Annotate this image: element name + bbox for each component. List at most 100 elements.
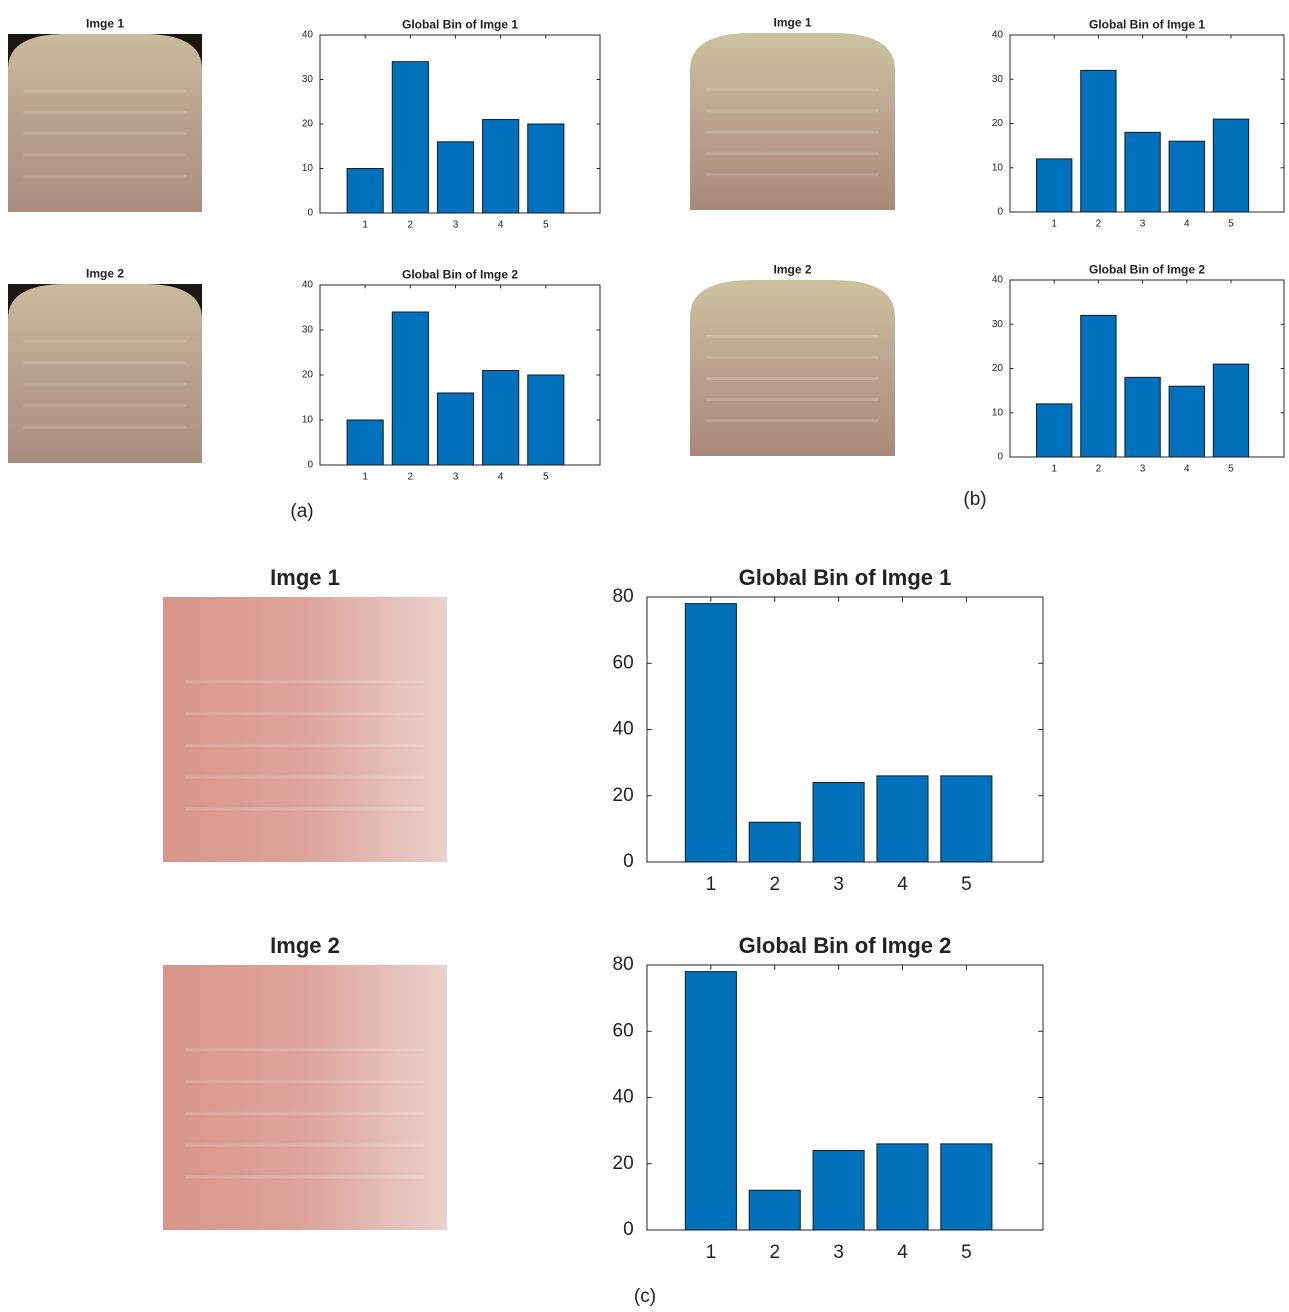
nail-image — [163, 597, 447, 862]
y-tick-label: 80 — [613, 954, 634, 975]
y-tick-label: 0 — [997, 452, 1003, 463]
bar — [347, 169, 383, 214]
y-tick-label: 40 — [613, 719, 634, 740]
bar — [685, 604, 736, 862]
chart-title: Global Bin of Imge 2 — [1089, 263, 1205, 277]
image-title: Imge 2 — [773, 263, 811, 277]
bar — [1213, 364, 1248, 457]
panel-label: (a) — [290, 501, 313, 522]
bar — [528, 124, 564, 213]
x-tick-label: 2 — [769, 1242, 780, 1263]
y-tick-label: 0 — [307, 208, 313, 219]
y-tick-label: 40 — [992, 275, 1004, 286]
y-tick-label: 30 — [302, 74, 314, 85]
figure: (a)(b)(c)Imge 1Global Bin of Imge 101020… — [0, 0, 1289, 1312]
bar — [437, 393, 473, 465]
x-tick-label: 2 — [1096, 219, 1102, 230]
x-tick-label: 5 — [1228, 219, 1234, 230]
nail-image — [690, 33, 895, 210]
x-tick-label: 1 — [362, 220, 368, 231]
x-tick-label: 5 — [1228, 464, 1234, 475]
bar — [483, 371, 519, 466]
bar — [813, 1151, 864, 1231]
y-tick-label: 20 — [992, 363, 1004, 374]
bar — [1037, 404, 1072, 457]
x-tick-label: 5 — [543, 220, 549, 231]
x-tick-label: 3 — [833, 874, 844, 895]
chart-title: Global Bin of Imge 1 — [1089, 18, 1205, 32]
x-tick-label: 2 — [1096, 464, 1102, 475]
y-tick-label: 0 — [623, 851, 634, 872]
y-tick-label: 40 — [302, 280, 314, 291]
x-tick-label: 5 — [543, 472, 549, 483]
bar — [685, 972, 736, 1230]
chart-title: Global Bin of Imge 1 — [402, 18, 518, 32]
y-tick-label: 20 — [613, 785, 634, 806]
image-title: Imge 1 — [270, 565, 340, 590]
x-tick-label: 3 — [1140, 219, 1146, 230]
bar — [437, 142, 473, 213]
page: (a)(b)(c)Imge 1Global Bin of Imge 101020… — [0, 0, 1289, 1312]
chart-title: Global Bin of Imge 1 — [739, 565, 952, 590]
bar — [392, 62, 428, 213]
x-tick-label: 4 — [897, 1242, 908, 1263]
y-tick-label: 40 — [302, 30, 314, 41]
image-title: Imge 2 — [86, 267, 124, 281]
x-tick-label: 5 — [961, 1242, 972, 1263]
x-tick-label: 1 — [1051, 219, 1057, 230]
y-tick-label: 60 — [613, 1020, 634, 1041]
nail-image — [163, 965, 447, 1230]
x-tick-label: 1 — [706, 874, 717, 895]
y-tick-label: 30 — [992, 74, 1004, 85]
y-tick-label: 20 — [613, 1153, 634, 1174]
bar — [1169, 141, 1204, 212]
bar — [941, 1144, 992, 1230]
nail-image — [690, 280, 895, 456]
image-title: Imge 1 — [86, 17, 124, 31]
x-tick-label: 2 — [769, 874, 780, 895]
y-tick-label: 40 — [992, 30, 1004, 41]
x-tick-label: 3 — [453, 220, 459, 231]
x-tick-label: 4 — [1184, 464, 1190, 475]
bar — [528, 375, 564, 465]
bar — [1125, 377, 1160, 457]
y-tick-label: 0 — [997, 207, 1003, 218]
bar — [483, 120, 519, 213]
nail-image — [8, 284, 202, 463]
bar — [749, 822, 800, 862]
y-tick-label: 10 — [302, 163, 314, 174]
bar — [1125, 132, 1160, 212]
x-tick-label: 2 — [408, 472, 414, 483]
x-tick-label: 3 — [1140, 464, 1146, 475]
y-tick-label: 20 — [302, 370, 314, 381]
x-tick-label: 5 — [961, 874, 972, 895]
bar — [1213, 119, 1248, 212]
image-title: Imge 1 — [773, 16, 811, 30]
panel-label: (b) — [963, 489, 986, 510]
image-title: Imge 2 — [270, 933, 340, 958]
panel-label: (c) — [634, 1286, 656, 1307]
x-tick-label: 3 — [453, 472, 459, 483]
y-tick-label: 30 — [992, 319, 1004, 330]
y-tick-label: 10 — [992, 407, 1004, 418]
y-tick-label: 20 — [302, 119, 314, 130]
x-tick-label: 3 — [833, 1242, 844, 1263]
bar — [1037, 159, 1072, 212]
bar — [1081, 315, 1116, 457]
bar — [392, 312, 428, 465]
x-tick-label: 4 — [498, 472, 504, 483]
x-tick-label: 1 — [362, 472, 368, 483]
x-tick-label: 4 — [897, 874, 908, 895]
x-tick-label: 4 — [498, 220, 504, 231]
x-tick-label: 1 — [706, 1242, 717, 1263]
bar — [877, 776, 928, 862]
bar — [1081, 70, 1116, 212]
bar — [1169, 386, 1204, 457]
bar — [941, 776, 992, 862]
y-tick-label: 60 — [613, 652, 634, 673]
bar — [749, 1190, 800, 1230]
x-tick-label: 1 — [1051, 464, 1057, 475]
y-tick-label: 40 — [613, 1087, 634, 1108]
x-tick-label: 4 — [1184, 219, 1190, 230]
bar — [877, 1144, 928, 1230]
